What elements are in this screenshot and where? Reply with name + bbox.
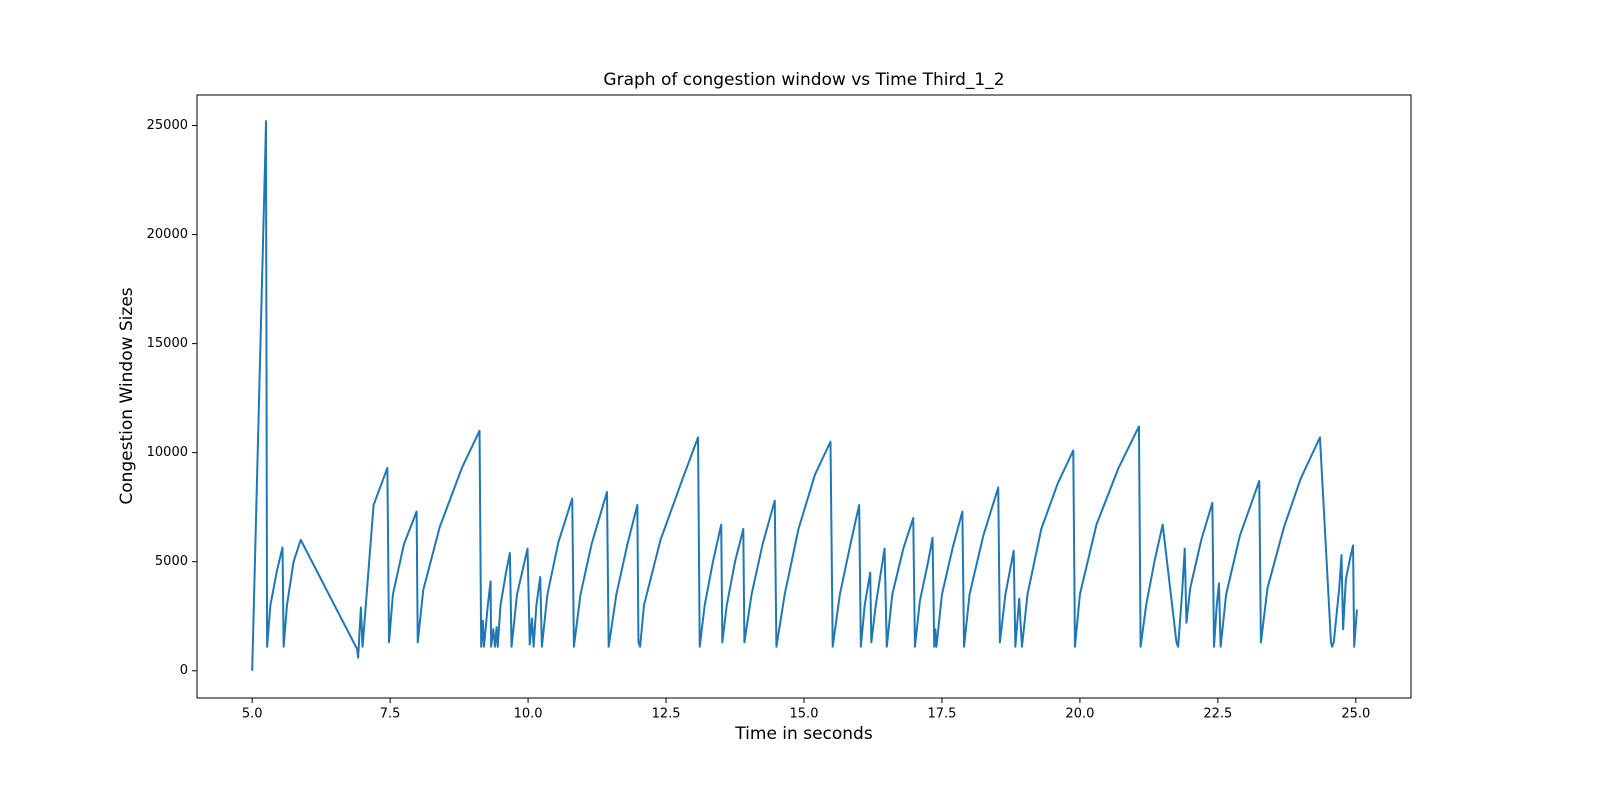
data-line bbox=[251, 120, 1358, 671]
y-tick-label: 15000 bbox=[147, 336, 188, 351]
y-tick-label: 5000 bbox=[155, 554, 188, 569]
x-tick-label: 5.0 bbox=[242, 707, 263, 722]
x-tick-label: 12.5 bbox=[652, 707, 681, 722]
x-tick-label: 22.5 bbox=[1203, 707, 1232, 722]
y-axis-label: Congestion Window Sizes bbox=[117, 287, 137, 504]
x-tick-label: 10.0 bbox=[514, 707, 543, 722]
y-tick-label: 0 bbox=[180, 663, 188, 678]
x-axis-label: Time in seconds bbox=[734, 724, 873, 744]
x-tick-label: 20.0 bbox=[1065, 707, 1094, 722]
x-tick-label: 17.5 bbox=[927, 707, 956, 722]
y-tick-label: 20000 bbox=[147, 227, 188, 242]
x-tick-label: 7.5 bbox=[380, 707, 401, 722]
x-tick-label: 15.0 bbox=[790, 707, 819, 722]
chart-title: Graph of congestion window vs Time Third… bbox=[603, 70, 1004, 90]
x-tick-label: 25.0 bbox=[1341, 707, 1370, 722]
y-tick-label: 25000 bbox=[147, 118, 188, 133]
y-tick-label: 10000 bbox=[147, 445, 188, 460]
plot-frame bbox=[196, 94, 1412, 699]
